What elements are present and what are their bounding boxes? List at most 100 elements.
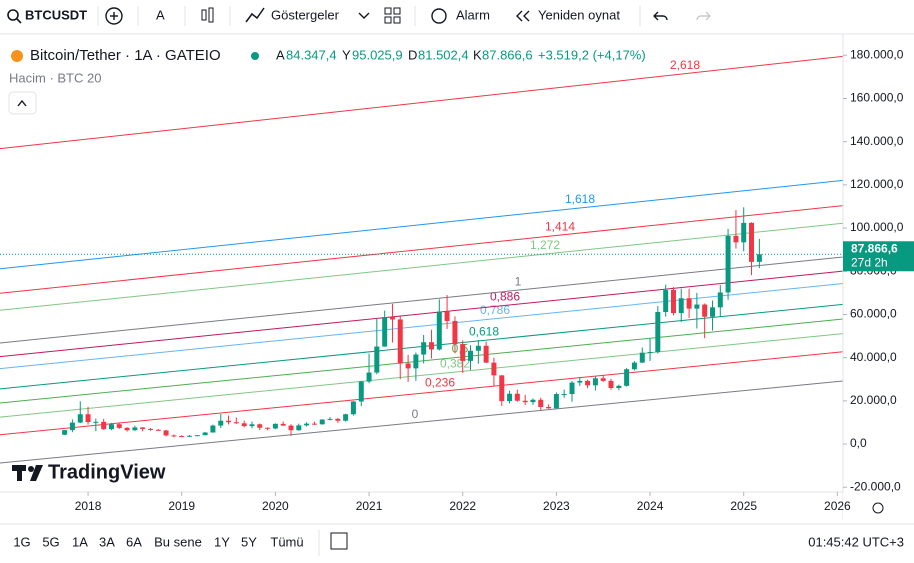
candle-body (655, 311, 661, 353)
candle-body (296, 425, 302, 431)
ohlc-value: 95.025,9 (352, 47, 403, 62)
range-button[interactable]: 5G (42, 534, 59, 549)
y-tick-label: 40.000,0 (850, 350, 897, 364)
candle-body (272, 423, 278, 429)
ohlc-value: 87.866,6 (482, 47, 533, 62)
indicators-icon[interactable] (245, 7, 265, 23)
candle-body (585, 380, 591, 386)
candle-body (577, 380, 583, 383)
candle-body (569, 382, 575, 395)
search-icon[interactable] (7, 9, 19, 21)
redo[interactable] (696, 11, 711, 21)
range-button[interactable]: 3A (99, 534, 115, 549)
range-button[interactable]: 1A (72, 534, 88, 549)
candle-body (171, 435, 177, 437)
candle-body (108, 424, 114, 430)
ohlc-key: D (408, 47, 417, 62)
candle-body (186, 435, 192, 437)
fib-level-line (0, 351, 843, 436)
candle-body (460, 344, 466, 361)
candle-body (179, 436, 185, 438)
candle-body (327, 418, 333, 420)
candle-body (538, 399, 544, 408)
range-button[interactable]: Tümü (270, 534, 303, 549)
fib-level-line (0, 380, 843, 464)
replay-button[interactable]: Yeniden oynat (538, 7, 620, 22)
fib-level-line (0, 333, 843, 418)
settings-icon[interactable] (872, 502, 884, 514)
candle-body (639, 352, 645, 363)
collapse-button[interactable] (8, 91, 37, 115)
symbol[interactable]: BTCUSDT (25, 7, 87, 22)
candle-body (382, 317, 388, 347)
candle-body (265, 427, 271, 429)
candle-body (350, 401, 356, 415)
x-tick-label: 2022 (449, 499, 476, 513)
fib-level-label: 0,886 (490, 290, 520, 304)
candle-body (741, 222, 747, 243)
range-button[interactable]: Bu sene (154, 534, 202, 549)
candle-body (249, 424, 255, 427)
candle-body (499, 375, 505, 402)
candle-body (405, 363, 411, 369)
plot-area: 00,2360,3820,50,6180,7860,88611,2721,414… (0, 55, 843, 464)
candle-body (101, 421, 107, 430)
candle-body (132, 427, 138, 431)
goto-date[interactable] (330, 532, 348, 550)
x-tick-label: 2024 (637, 499, 664, 513)
x-tick-label: 2020 (262, 499, 289, 513)
interval-button[interactable]: A (156, 7, 165, 22)
candle-body (600, 378, 606, 381)
candle-body (366, 372, 372, 382)
candle-body (140, 427, 146, 429)
chart-type[interactable] (201, 9, 207, 21)
indicators-button[interactable]: Göstergeler (271, 7, 340, 22)
alarm-button[interactable]: Alarm (456, 7, 490, 22)
ohlc-value: 84.347,4 (286, 47, 337, 62)
range-button[interactable]: 1G (13, 534, 30, 549)
candle-body (93, 421, 99, 423)
y-tick-label: -20.000,0 (850, 479, 901, 493)
layout-button[interactable] (384, 7, 392, 15)
alarm-icon[interactable] (431, 8, 447, 24)
volume-legend: Hacim · BTC 20 (9, 70, 101, 85)
countdown-label: 27d 2h (851, 255, 888, 269)
candle-body (452, 320, 458, 345)
fib-level-label: 0 (412, 407, 419, 421)
x-tick-label: 2019 (168, 499, 195, 513)
range-button[interactable]: 6A (126, 534, 142, 549)
fib-level-label: 1,272 (530, 238, 560, 252)
legend: Bitcoin/Tether · 1A · GATEIO A 84.347,4 … (8, 47, 646, 115)
range-button[interactable]: 1Y (214, 534, 230, 549)
fib-level-label: 2,618 (670, 58, 700, 72)
candle-body (670, 290, 676, 314)
fib-level-line (0, 222, 843, 311)
fib-level-line (0, 205, 843, 294)
candle-body (421, 342, 427, 355)
y-tick-label: 140.000,0 (850, 134, 904, 148)
ohlc-value: 81.502,4 (418, 47, 469, 62)
last-price-label: 87.866,6 (851, 241, 898, 255)
candle-body (155, 429, 161, 431)
x-tick-label: 2025 (730, 499, 757, 513)
undo[interactable] (653, 11, 668, 21)
candle-body (374, 346, 380, 373)
ohlc-key: Y (342, 47, 351, 62)
add-symbol[interactable] (105, 7, 123, 25)
candle-body (444, 311, 450, 321)
logo: TradingView (12, 461, 166, 483)
candle-body (85, 414, 91, 423)
candle-body (358, 381, 364, 402)
candle-body (389, 317, 395, 320)
candle-body (491, 362, 497, 376)
candle-body (710, 307, 716, 317)
candle-body (148, 428, 154, 430)
candle-body (226, 420, 232, 423)
candle-body (514, 393, 520, 401)
symbol-title: Bitcoin/Tether · 1A · GATEIO (30, 47, 221, 64)
fib-level-line (0, 270, 843, 358)
candle-body (702, 304, 708, 317)
range-button[interactable]: 5Y (241, 534, 257, 549)
candle-body (647, 352, 653, 354)
